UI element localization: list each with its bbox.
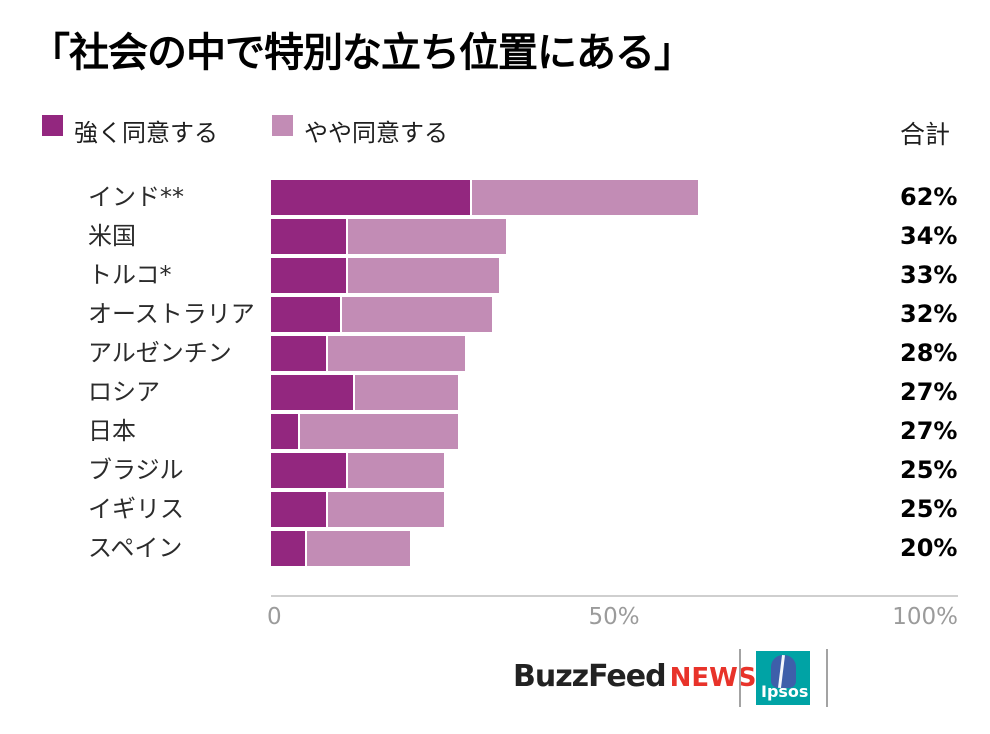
table-row: 日本 27% (0, 414, 990, 453)
bar-somewhat-segment (471, 180, 698, 215)
footer-divider-left (739, 649, 741, 707)
table-row: スペイン 20% (0, 531, 990, 570)
bar-strong-segment (271, 258, 347, 293)
country-label: アルゼンチン (88, 339, 232, 367)
country-label: トルコ* (88, 261, 172, 289)
row-total: 33% (900, 261, 958, 289)
country-label: インド** (88, 183, 184, 211)
chart-rows: インド** 62% 米国 34% トルコ* 33% オーストラリア 32% アルゼンチン 28% ロ… (0, 180, 990, 570)
bar-somewhat-segment (307, 531, 410, 566)
table-row: オーストラリア 32% (0, 297, 990, 336)
row-total: 34% (900, 222, 958, 250)
row-total: 28% (900, 339, 958, 367)
row-total: 62% (900, 183, 958, 211)
bar-strong-segment (271, 297, 340, 332)
legend-strong-swatch (42, 115, 63, 136)
table-row: ブラジル 25% (0, 453, 990, 492)
bar-somewhat-segment (348, 258, 500, 293)
x-axis-line (271, 595, 958, 597)
buzzfeed-news-logo: BuzzFeed NEWS (513, 659, 757, 694)
table-row: イギリス 25% (0, 492, 990, 531)
row-total: 25% (900, 495, 958, 523)
bar-strong-segment (271, 375, 354, 410)
bar-strong-segment (271, 414, 299, 449)
row-total: 27% (900, 417, 958, 445)
bar-strong-segment (271, 336, 326, 371)
total-column-header: 合計 (900, 120, 951, 149)
country-label: ブラジル (88, 456, 184, 484)
x-axis-tick-50: 50% (588, 604, 640, 630)
bar-somewhat-segment (348, 219, 506, 254)
country-label: ロシア (88, 378, 160, 406)
legend-somewhat-swatch (272, 115, 293, 136)
bar-strong-segment (271, 180, 470, 215)
buzzfeed-wordmark: BuzzFeed (513, 659, 667, 694)
x-axis-tick-0: 0 (267, 604, 282, 630)
page-title: 「社会の中で特別な立ち位置にある」 (30, 30, 694, 76)
bar-strong-segment (271, 531, 306, 566)
bar-somewhat-segment (348, 453, 445, 488)
bar-somewhat-segment (355, 375, 458, 410)
country-label: スペイン (88, 534, 183, 562)
x-axis-tick-100: 100% (892, 604, 958, 630)
ipsos-wordmark: Ipsos (761, 682, 809, 701)
bar-somewhat-segment (341, 297, 493, 332)
bar-somewhat-segment (327, 336, 465, 371)
country-label: 日本 (88, 417, 136, 445)
footer-divider-right (826, 649, 828, 707)
news-wordmark: NEWS (669, 663, 757, 693)
row-total: 27% (900, 378, 958, 406)
row-total: 25% (900, 456, 958, 484)
bar-strong-segment (271, 219, 347, 254)
table-row: インド** 62% (0, 180, 990, 219)
legend-somewhat-label: やや同意する (304, 119, 448, 147)
ipsos-person-icon (771, 655, 796, 688)
table-row: アルゼンチン 28% (0, 336, 990, 375)
country-label: 米国 (88, 222, 136, 250)
ipsos-logo: Ipsos (756, 651, 810, 705)
legend-strong-label: 強く同意する (74, 119, 218, 147)
bar-strong-segment (271, 453, 347, 488)
table-row: ロシア 27% (0, 375, 990, 414)
country-label: オーストラリア (88, 300, 255, 328)
bar-somewhat-segment (300, 414, 458, 449)
row-total: 20% (900, 534, 958, 562)
country-label: イギリス (88, 495, 184, 523)
bar-strong-segment (271, 492, 326, 527)
bar-somewhat-segment (327, 492, 445, 527)
table-row: 米国 34% (0, 219, 990, 258)
table-row: トルコ* 33% (0, 258, 990, 297)
row-total: 32% (900, 300, 958, 328)
